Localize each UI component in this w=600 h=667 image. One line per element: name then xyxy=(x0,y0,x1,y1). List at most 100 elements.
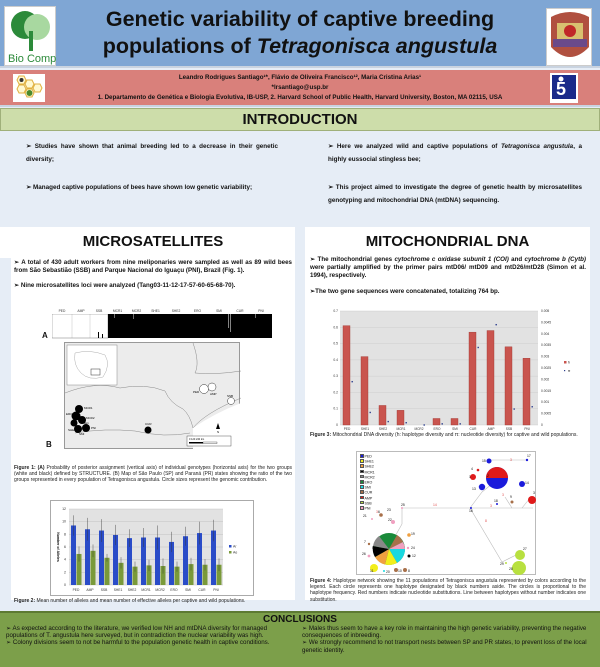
brazil-inset-map xyxy=(66,344,118,386)
svg-text:SMI: SMI xyxy=(79,432,85,436)
title-line-2: populations of Tetragonisca angustula xyxy=(102,34,498,58)
conclusion-item: ➢ Males thus seem to have a key role in … xyxy=(302,625,587,640)
intro-bullet: ➢ This project aimed to investigate the … xyxy=(328,184,582,204)
svg-text:2: 2 xyxy=(487,474,489,478)
legend-item-mcr1: MCR1 xyxy=(360,469,375,475)
title-line-1: Genetic variability of captive breeding xyxy=(105,7,495,31)
authors-bar: Leandro Rodrigues Santiago¹*, Flávio de … xyxy=(0,70,600,107)
panel-b-label: B xyxy=(46,440,52,449)
svg-text:Ar: Ar xyxy=(233,545,237,549)
biocomp-logo-text: Bio Comp xyxy=(8,53,56,65)
svg-text:1: 1 xyxy=(469,475,471,479)
legend-item-ped: PED xyxy=(360,454,375,459)
svg-text:23: 23 xyxy=(387,508,391,512)
legend-item-ssb: SSB xyxy=(360,500,375,506)
poster-title: Genetic variability of captive breeding … xyxy=(90,6,510,60)
svg-text:4: 4 xyxy=(64,558,66,562)
conclusions-section: CONCLUSIONS ➢ As expected according to t… xyxy=(0,611,600,667)
panel-margin xyxy=(0,258,11,600)
figure-4-caption: Figure 4: Haplotype network showing the … xyxy=(310,578,586,603)
svg-text:ERO: ERO xyxy=(434,427,441,431)
svg-text:0: 0 xyxy=(541,423,543,427)
svg-text:SSB: SSB xyxy=(506,427,512,431)
author-names: Leandro Rodrigues Santiago¹*, Flávio de … xyxy=(178,74,422,81)
introduction-header: INTRODUCTION xyxy=(0,108,600,131)
legend-item-pni: PNI xyxy=(360,506,375,511)
svg-text:ERO: ERO xyxy=(170,588,178,592)
author-email[interactable]: *lrsantiago@usp.br xyxy=(271,84,329,91)
figure-2-caption: Figure 2: Mean number of alleles and mea… xyxy=(14,598,246,604)
svg-text:SSB: SSB xyxy=(227,394,233,398)
svg-text:Ae: Ae xyxy=(233,551,237,555)
svg-text:MCR2: MCR2 xyxy=(86,416,95,420)
introduction-section: ➢ Studies have shown that animal breedin… xyxy=(0,131,600,227)
mtdna-text: ➢ The mitochondrial genes cytochrome c o… xyxy=(310,256,586,296)
microsat-paragraph-1: ➢ A total of 430 adult workers from nine… xyxy=(14,259,292,275)
conclusions-title: CONCLUSIONS xyxy=(263,614,337,625)
network-legend: PED SHE1 SHE2 MCR1 MCR2 ERO SMI CUR AMP SSB PNI xyxy=(360,454,375,511)
svg-text:0.1: 0.1 xyxy=(333,407,338,411)
intro-bullet: ➢ Studies have shown that animal breedin… xyxy=(26,143,278,163)
svg-text:10: 10 xyxy=(398,569,402,573)
svg-text:15: 15 xyxy=(482,459,486,463)
column-gutter xyxy=(295,227,305,600)
svg-text:0.001: 0.001 xyxy=(541,400,549,404)
mtdna-paragraph-2: ➢The two gene sequences were concatenate… xyxy=(310,287,500,295)
svg-text:PED: PED xyxy=(193,390,200,394)
svg-text:3: 3 xyxy=(533,491,535,495)
legend-item-ero: ERO xyxy=(360,480,375,485)
legend-item-smi: SMI xyxy=(360,485,375,490)
svg-text:0.7: 0.7 xyxy=(333,309,338,313)
svg-text:AMP: AMP xyxy=(488,427,495,431)
svg-text:0.0035: 0.0035 xyxy=(541,343,551,347)
svg-text:17: 17 xyxy=(527,454,531,458)
poster-header: Bio Comp Genetic variability of captive … xyxy=(0,0,600,68)
introduction-title: INTRODUCTION xyxy=(242,111,358,128)
svg-text:8: 8 xyxy=(485,519,487,523)
svg-text:26: 26 xyxy=(362,552,366,556)
svg-text:22: 22 xyxy=(388,518,392,522)
mtdna-title: MITOCHONDRIAL DNA xyxy=(365,233,530,250)
panel-margin xyxy=(590,260,600,600)
legend-item-she2: SHE2 xyxy=(360,464,375,469)
structure-plot: PED AMP SSB MCR1 MCR2 SHE1 SHE2 ERO SMI … xyxy=(42,309,272,342)
svg-text:27: 27 xyxy=(523,547,527,551)
svg-text:0: 0 xyxy=(336,423,338,427)
svg-text:CUR: CUR xyxy=(198,588,206,592)
figure-1-caption: Figure 1: (A) Probability of posterior a… xyxy=(14,465,293,484)
haplotype-5-pie xyxy=(372,533,405,565)
fapesp-logo: 5 xyxy=(550,73,578,103)
structure-bars xyxy=(51,313,272,339)
svg-text:14: 14 xyxy=(433,503,437,507)
microsatellites-title: MICROSATELLITES xyxy=(82,233,224,250)
svg-text:CUR: CUR xyxy=(145,422,152,426)
svg-text:0.3: 0.3 xyxy=(333,374,338,378)
svg-text:29: 29 xyxy=(500,562,504,566)
svg-text:10: 10 xyxy=(62,520,66,524)
svg-text:SSB: SSB xyxy=(101,588,108,592)
svg-text:0.005: 0.005 xyxy=(541,309,549,313)
legend-item-she1: SHE1 xyxy=(360,459,375,464)
conclusion-item: ➢ As expected according to the literatur… xyxy=(6,625,268,640)
svg-text:5: 5 xyxy=(556,79,566,99)
haplotype-2-pie xyxy=(486,467,508,489)
alleles-bar-chart: 0 2 4 6 8 10 12 Number of Alleles PED AMP SSB SHE1 S… xyxy=(56,507,237,592)
svg-text:SHE2: SHE2 xyxy=(68,428,76,432)
svg-text:4: 4 xyxy=(471,467,473,471)
svg-text:π: π xyxy=(568,369,571,373)
svg-text:20: 20 xyxy=(386,570,390,574)
svg-text:3: 3 xyxy=(376,510,378,514)
svg-text:MCR1: MCR1 xyxy=(84,406,93,410)
authors-block: Leandro Rodrigues Santiago¹*, Flávio de … xyxy=(60,73,540,103)
svg-text:N: N xyxy=(217,430,219,434)
svg-text:MCR2: MCR2 xyxy=(414,427,423,431)
usp-crest-logo xyxy=(546,8,592,66)
svg-text:0.002: 0.002 xyxy=(541,377,549,381)
svg-text:SHE2: SHE2 xyxy=(128,588,137,592)
figure-2-alleles-chart: 0 2 4 6 8 10 12 Number of Alleles PED AMP SSB SHE1 S… xyxy=(50,500,254,596)
svg-text:2: 2 xyxy=(64,570,66,574)
svg-text:SHE1: SHE1 xyxy=(361,427,370,431)
svg-text:12: 12 xyxy=(412,554,416,558)
svg-text:PNI: PNI xyxy=(91,426,96,430)
